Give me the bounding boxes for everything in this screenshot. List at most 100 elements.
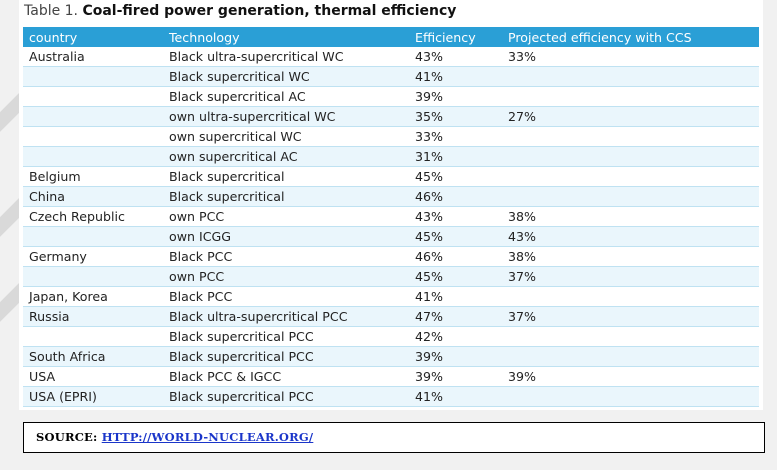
table-row: Japan, Korea Black PCC 41% <box>23 286 759 307</box>
cell-country <box>23 266 163 287</box>
source-line: SOURCE: HTTP://WORLD-NUCLEAR.ORG/ <box>36 430 313 444</box>
cell-efficiency: 39% <box>409 86 502 107</box>
table-row: Germany Black PCC 46% 38% <box>23 246 759 267</box>
table-row: own ICGG 45% 43% <box>23 226 759 247</box>
cell-projected-ccs: 27% <box>502 106 759 127</box>
table-row: Black supercritical AC 39% <box>23 86 759 107</box>
cell-efficiency: 41% <box>409 66 502 87</box>
cell-efficiency: 41% <box>409 386 502 407</box>
document-page: Table 1. Coal-fired power generation, th… <box>19 0 763 410</box>
cell-technology: Black PCC & IGCC <box>163 366 409 387</box>
table-row: Czech Republic own PCC 43% 38% <box>23 206 759 227</box>
cell-technology: Black ultra-supercritical PCC <box>163 306 409 327</box>
cell-country <box>23 86 163 107</box>
cell-efficiency: 39% <box>409 346 502 367</box>
cell-projected-ccs: 39% <box>502 366 759 387</box>
cell-country: Russia <box>23 306 163 327</box>
cell-technology: Black PCC <box>163 246 409 267</box>
cell-technology: Black supercritical WC <box>163 66 409 87</box>
cell-technology: Black supercritical PCC <box>163 326 409 347</box>
table-caption: Table 1. Coal-fired power generation, th… <box>24 3 456 19</box>
header-efficiency: Efficiency <box>409 27 502 47</box>
cell-efficiency: 43% <box>409 47 502 67</box>
cell-projected-ccs <box>502 286 759 307</box>
table-row: China Black supercritical 46% <box>23 186 759 207</box>
cell-technology: own ultra-supercritical WC <box>163 106 409 127</box>
table-title: Coal-fired power generation, thermal eff… <box>82 3 457 19</box>
cell-country <box>23 66 163 87</box>
cell-projected-ccs <box>502 66 759 87</box>
cell-country <box>23 326 163 347</box>
table-row: own supercritical WC 33% <box>23 126 759 147</box>
table-row: Russia Black ultra-supercritical PCC 47% 37… <box>23 306 759 327</box>
cell-technology: Black PCC <box>163 286 409 307</box>
cell-projected-ccs <box>502 86 759 107</box>
source-box: SOURCE: HTTP://WORLD-NUCLEAR.ORG/ <box>23 422 765 453</box>
cell-projected-ccs <box>502 186 759 207</box>
cell-country <box>23 146 163 167</box>
cell-projected-ccs <box>502 346 759 367</box>
cell-country: Belgium <box>23 166 163 187</box>
cell-efficiency: 42% <box>409 326 502 347</box>
table-number: Table 1. <box>24 3 79 19</box>
table-row: South Africa Black supercritical PCC 39% <box>23 346 759 367</box>
cell-country: South Africa <box>23 346 163 367</box>
cell-projected-ccs <box>502 386 759 407</box>
cell-country <box>23 226 163 247</box>
cell-projected-ccs <box>502 126 759 147</box>
cell-efficiency: 45% <box>409 226 502 247</box>
cell-efficiency: 31% <box>409 146 502 167</box>
table-row: own supercritical AC 31% <box>23 146 759 167</box>
source-label: SOURCE: <box>36 430 98 444</box>
cell-projected-ccs: 33% <box>502 47 759 67</box>
table-row: Australia Black ultra-supercritical WC 43%… <box>23 47 759 67</box>
table-body: Australia Black ultra-supercritical WC 43%… <box>23 47 759 407</box>
cell-country: Japan, Korea <box>23 286 163 307</box>
cell-technology: own supercritical WC <box>163 126 409 147</box>
cell-efficiency: 46% <box>409 186 502 207</box>
table-row: USA (EPRI) Black supercritical PCC 41% <box>23 386 759 407</box>
cell-technology: Black supercritical AC <box>163 86 409 107</box>
header-country: country <box>23 27 163 47</box>
cell-efficiency: 45% <box>409 166 502 187</box>
table-row: own ultra-supercritical WC 35% 27% <box>23 106 759 127</box>
cell-country <box>23 126 163 147</box>
table-row: Black supercritical PCC 42% <box>23 326 759 347</box>
header-projected-ccs: Projected efficiency with CCS <box>502 27 759 47</box>
header-technology: Technology <box>163 27 409 47</box>
cell-technology: Black supercritical <box>163 186 409 207</box>
cell-technology: Black ultra-supercritical WC <box>163 47 409 67</box>
cell-efficiency: 47% <box>409 306 502 327</box>
table-header-row: country Technology Efficiency Projected … <box>23 27 759 47</box>
cell-country: Czech Republic <box>23 206 163 227</box>
cell-efficiency: 41% <box>409 286 502 307</box>
cell-efficiency: 39% <box>409 366 502 387</box>
cell-technology: own PCC <box>163 206 409 227</box>
cell-technology: Black supercritical <box>163 166 409 187</box>
table-row: own PCC 45% 37% <box>23 266 759 287</box>
cell-efficiency: 35% <box>409 106 502 127</box>
cell-projected-ccs: 43% <box>502 226 759 247</box>
source-link[interactable]: HTTP://WORLD-NUCLEAR.ORG/ <box>101 430 314 444</box>
cell-projected-ccs <box>502 326 759 347</box>
cell-projected-ccs <box>502 166 759 187</box>
cell-technology: Black supercritical PCC <box>163 346 409 367</box>
cell-technology: own PCC <box>163 266 409 287</box>
cell-country: Australia <box>23 47 163 67</box>
cell-technology: own supercritical AC <box>163 146 409 167</box>
table-row: Belgium Black supercritical 45% <box>23 166 759 187</box>
cell-country: USA <box>23 366 163 387</box>
cell-efficiency: 45% <box>409 266 502 287</box>
cell-efficiency: 43% <box>409 206 502 227</box>
cell-projected-ccs <box>502 146 759 167</box>
table-row: USA Black PCC & IGCC 39% 39% <box>23 366 759 387</box>
cell-country <box>23 106 163 127</box>
cell-technology: Black supercritical PCC <box>163 386 409 407</box>
cell-country: USA (EPRI) <box>23 386 163 407</box>
cell-efficiency: 33% <box>409 126 502 147</box>
cell-technology: own ICGG <box>163 226 409 247</box>
cell-projected-ccs: 38% <box>502 246 759 267</box>
cell-projected-ccs: 38% <box>502 206 759 227</box>
cell-country: China <box>23 186 163 207</box>
efficiency-table: country Technology Efficiency Projected … <box>23 27 759 407</box>
